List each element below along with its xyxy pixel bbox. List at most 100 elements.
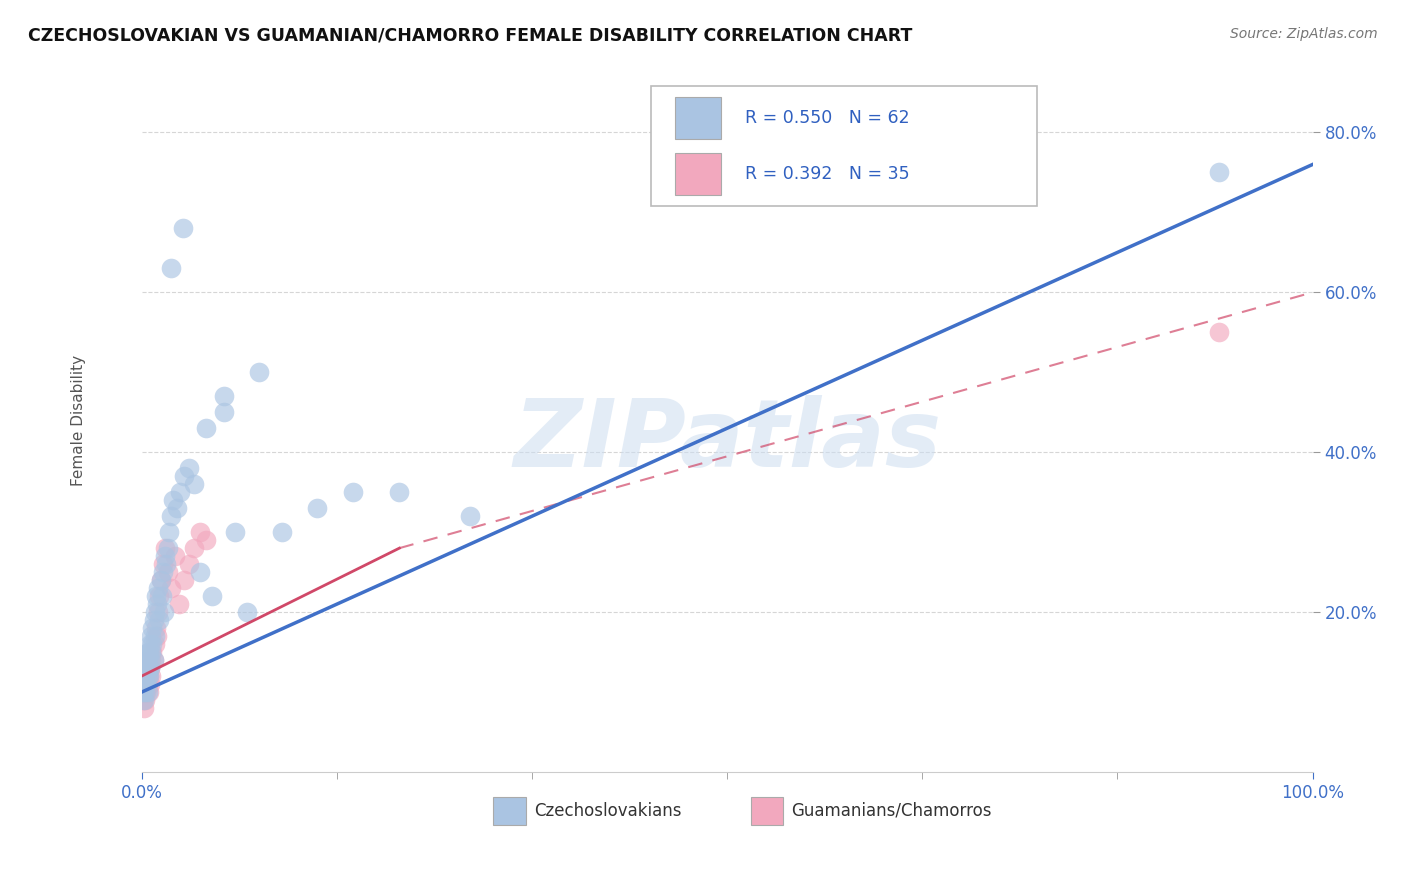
Point <box>195 533 218 548</box>
FancyBboxPatch shape <box>751 797 783 825</box>
Point <box>134 693 156 707</box>
Point <box>138 669 160 683</box>
Point <box>167 597 190 611</box>
Point <box>149 573 172 587</box>
Point <box>148 581 170 595</box>
Point <box>141 645 163 659</box>
Text: Czechoslovakians: Czechoslovakians <box>534 802 682 820</box>
Point <box>141 645 163 659</box>
Point <box>188 565 211 579</box>
Point <box>143 637 166 651</box>
Point <box>138 645 160 659</box>
Point <box>153 605 176 619</box>
Point <box>145 621 167 635</box>
Point <box>247 365 270 379</box>
Point <box>139 661 162 675</box>
Point <box>271 525 294 540</box>
Point <box>177 461 200 475</box>
Point <box>141 653 163 667</box>
Point <box>141 637 163 651</box>
Point <box>135 653 157 667</box>
Point <box>173 469 195 483</box>
Point <box>162 493 184 508</box>
Point <box>146 629 169 643</box>
Point <box>132 693 155 707</box>
Point <box>156 541 179 556</box>
Point <box>388 485 411 500</box>
Point <box>138 685 160 699</box>
Point <box>201 589 224 603</box>
Point <box>1208 165 1230 179</box>
Point <box>132 685 155 699</box>
Point <box>173 573 195 587</box>
Point <box>160 509 183 524</box>
Point <box>160 581 183 595</box>
Point <box>135 669 157 683</box>
Point <box>136 677 159 691</box>
Point <box>141 629 163 643</box>
Point <box>134 677 156 691</box>
Point <box>148 613 170 627</box>
Point <box>148 605 170 619</box>
Point <box>212 405 235 419</box>
Point <box>138 661 160 675</box>
Point <box>166 501 188 516</box>
Point <box>342 485 364 500</box>
Text: Source: ZipAtlas.com: Source: ZipAtlas.com <box>1230 27 1378 41</box>
Point <box>135 677 157 691</box>
Text: R = 0.550   N = 62: R = 0.550 N = 62 <box>745 109 910 127</box>
FancyBboxPatch shape <box>494 797 526 825</box>
Point <box>160 261 183 276</box>
Point <box>458 509 481 524</box>
Text: R = 0.392   N = 35: R = 0.392 N = 35 <box>745 165 910 183</box>
Point <box>134 685 156 699</box>
Point <box>139 677 162 691</box>
Point <box>142 613 165 627</box>
Point <box>134 669 156 683</box>
Point <box>224 525 246 540</box>
Point <box>138 669 160 683</box>
Point <box>145 589 167 603</box>
Point <box>156 565 179 579</box>
Point <box>152 565 174 579</box>
Point <box>152 557 174 571</box>
Point <box>134 685 156 699</box>
Point <box>134 661 156 675</box>
Text: Guamanians/Chamorros: Guamanians/Chamorros <box>792 802 993 820</box>
Point <box>134 693 156 707</box>
Point <box>177 557 200 571</box>
Point <box>141 669 163 683</box>
Point <box>146 597 169 611</box>
Point <box>150 589 173 603</box>
Point <box>142 653 165 667</box>
Point <box>212 389 235 403</box>
Point <box>172 221 194 235</box>
Point <box>155 557 177 571</box>
Point <box>143 605 166 619</box>
Point <box>307 501 329 516</box>
Point <box>142 653 165 667</box>
Point <box>155 549 177 563</box>
Text: ZIPatlas: ZIPatlas <box>513 395 941 487</box>
Point <box>136 669 159 683</box>
Point <box>136 653 159 667</box>
Point <box>169 485 191 500</box>
Point <box>195 421 218 435</box>
Point <box>183 477 205 491</box>
Point <box>163 549 186 563</box>
Point <box>134 677 156 691</box>
Point <box>134 701 156 715</box>
Point <box>139 653 162 667</box>
Point <box>135 685 157 699</box>
Point <box>135 661 157 675</box>
Point <box>141 621 163 635</box>
Point <box>136 685 159 699</box>
FancyBboxPatch shape <box>675 153 721 195</box>
Point <box>155 541 177 556</box>
Point <box>139 661 162 675</box>
Point <box>136 661 159 675</box>
Point <box>157 525 180 540</box>
FancyBboxPatch shape <box>675 96 721 139</box>
Point <box>136 645 159 659</box>
Y-axis label: Female Disability: Female Disability <box>72 355 86 486</box>
